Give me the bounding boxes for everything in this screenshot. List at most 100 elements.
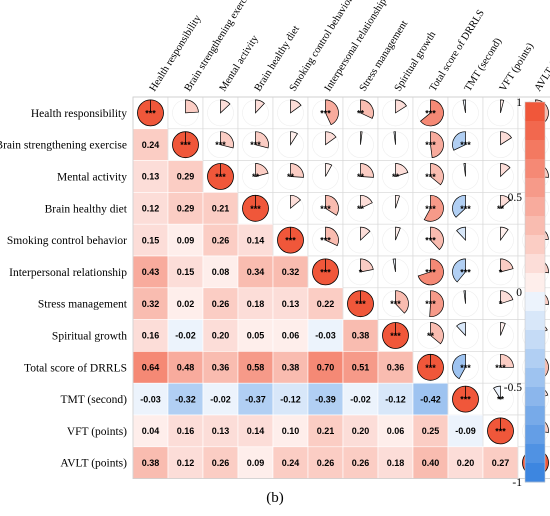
row-label: Total score of DRRLS	[24, 362, 127, 374]
colorbar-segment	[525, 216, 545, 236]
cell-value-label: 0.16	[177, 426, 195, 436]
heatmap-cell	[167, 255, 204, 289]
cell-value-label: 0.38	[142, 458, 160, 468]
row-label: Stress management	[38, 299, 128, 311]
row-label: Brain healthy diet	[45, 203, 128, 215]
cell-value-label: -0.09	[455, 426, 476, 436]
row-label: Mental activity	[57, 172, 127, 184]
heatmap-cell	[412, 446, 449, 479]
colorbar-segment	[525, 197, 545, 217]
column-label: TMT (second)	[463, 36, 505, 94]
heatmap-cell	[237, 414, 274, 448]
significance-stars: ***	[425, 172, 436, 182]
pie-slice	[290, 163, 304, 178]
pie-slice	[290, 99, 302, 114]
significance-stars: ***	[215, 172, 226, 182]
heatmap-cell	[202, 255, 239, 289]
heatmap-cell	[342, 414, 379, 448]
cell-value-label: 0.36	[387, 363, 405, 373]
pie-slice	[452, 258, 466, 283]
significance-stars: ***	[425, 363, 436, 373]
heatmap-cell	[272, 319, 309, 352]
cell-value-label: 0.29	[177, 172, 195, 182]
colorbar-segment	[525, 235, 545, 255]
colorbar-segment	[525, 406, 545, 426]
cell-value-label: 0.29	[177, 204, 195, 214]
pie-slice	[393, 131, 396, 145]
cell-value-label: 0.58	[247, 363, 265, 373]
cell-value-label: 0.36	[212, 363, 230, 373]
colorbar-segment	[525, 254, 545, 274]
heatmap-cell	[237, 351, 274, 384]
colorbar-segment	[525, 444, 545, 464]
heatmap-cell	[447, 446, 484, 479]
pie-slice	[500, 226, 509, 242]
pie-slice	[500, 353, 514, 368]
heatmap-cell	[132, 192, 169, 225]
pie-slice	[456, 322, 466, 337]
heatmap-cell	[132, 223, 169, 257]
significance-stars: **	[497, 204, 505, 214]
pie-slice	[423, 194, 444, 222]
significance-stars: ***	[390, 331, 401, 341]
heatmap-cell	[272, 255, 309, 289]
colorbar-segment	[525, 349, 545, 369]
heatmap-cell	[307, 319, 344, 352]
colorbar: 1 0.5 0 -0.5 -1	[504, 97, 546, 489]
cell-value-label: 0.21	[212, 204, 230, 214]
significance-stars: ***	[425, 140, 436, 150]
pie-slice	[325, 226, 339, 247]
heatmap-cell	[307, 446, 344, 479]
pie-slice	[325, 131, 337, 146]
cell-value-label: 0.16	[142, 331, 160, 341]
column-label: AVLT (points)	[533, 36, 550, 94]
significance-stars: ***	[215, 140, 226, 150]
cell-value-label: 0.21	[317, 426, 335, 436]
heatmap-cell	[202, 287, 239, 320]
significance-stars: ***	[495, 426, 506, 436]
significance-stars: ***	[250, 204, 261, 214]
heatmap-cells: *************0.24***************0.130.29…	[132, 96, 550, 480]
pie-slice	[255, 99, 265, 114]
colorbar-segment	[525, 387, 545, 407]
heatmap-cell	[167, 192, 204, 225]
significance-stars: ***	[320, 108, 331, 118]
row-label: TMT (second)	[60, 394, 127, 406]
colorbar-segment	[525, 178, 545, 198]
cell-value-label: -0.32	[175, 394, 196, 404]
cell-value-label: 0.51	[352, 363, 370, 373]
colorbar-segment	[525, 273, 545, 293]
pie-slice	[500, 194, 512, 210]
heatmap-cell	[237, 223, 274, 257]
significance-stars: **	[497, 395, 505, 405]
significance-stars: *	[499, 267, 503, 277]
significance-stars: ***	[425, 204, 436, 214]
significance-stars: ***	[320, 267, 331, 277]
cell-value-label: 0.27	[492, 458, 510, 468]
pie-slice	[395, 226, 401, 241]
heatmap-cell	[202, 223, 239, 257]
pie-slice	[463, 290, 466, 304]
colorbar-segment	[525, 102, 545, 122]
heatmap-cell	[237, 319, 274, 352]
row-label: Brain strengthening exercise	[0, 140, 127, 152]
heatmap-cell	[202, 446, 239, 479]
pie-slice	[185, 99, 199, 114]
pie-slice	[452, 194, 466, 218]
row-label: Spiritual growth	[52, 331, 127, 343]
significance-stars: ***	[355, 299, 366, 309]
heatmap-cell	[167, 223, 204, 257]
significance-stars: **	[427, 331, 435, 341]
grid-border	[132, 96, 550, 480]
column-label: VFT (points)	[498, 41, 537, 94]
cell-value-label: -0.03	[140, 394, 161, 404]
cell-value-label: 0.14	[247, 235, 265, 245]
colorbar-segment	[525, 121, 545, 141]
panel-label: (b)	[266, 490, 284, 506]
cell-value-label: 0.24	[142, 140, 160, 150]
row-label: Smoking control behavior	[7, 235, 127, 247]
heatmap-cell	[272, 382, 309, 416]
cell-value-label: 0.13	[282, 299, 300, 309]
pie-slice	[430, 322, 444, 345]
